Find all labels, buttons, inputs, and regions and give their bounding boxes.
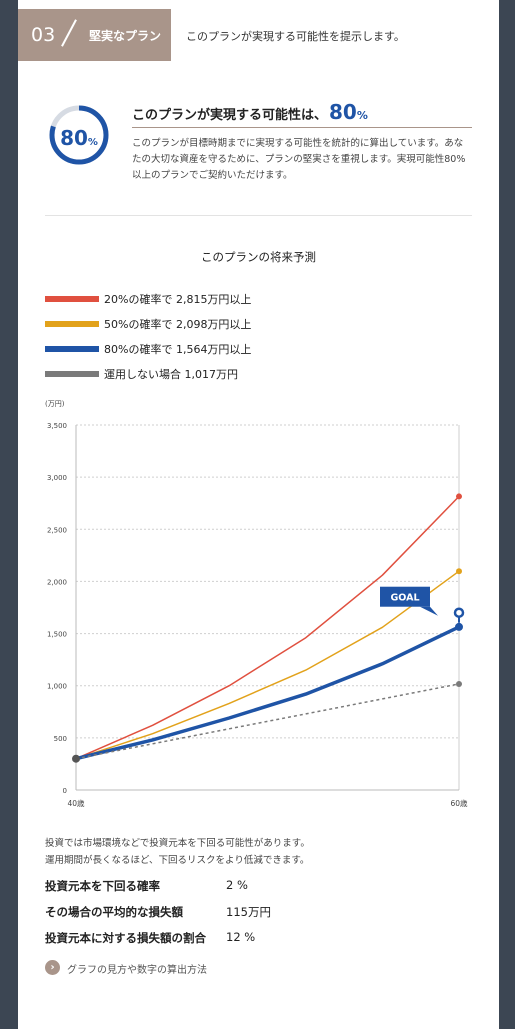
ring-label: 80%	[53, 126, 105, 150]
plan-name: 堅実なプラン	[89, 29, 162, 43]
x-tick-label: 60歳	[450, 798, 468, 808]
legend-label: 運用しない場合 1,017万円	[104, 368, 238, 381]
plan-header-label: 03 堅実なプラン	[18, 9, 171, 61]
y-tick-label: 3,000	[47, 474, 67, 482]
stat-value-loss-probability: 2 %	[226, 878, 248, 892]
stat-label-average-loss: その場合の平均的な損失額	[45, 905, 183, 919]
series-line-1	[75, 570, 460, 760]
forecast-chart: (万円) 0 500 1,000 1,500 2,000 2,500 3,000 3,500 40…	[45, 400, 468, 808]
ring-progress	[49, 105, 109, 165]
stat-value-loss-ratio: 12 %	[226, 930, 256, 944]
legend-label: 50%の確率で 2,098万円以上	[104, 318, 252, 331]
legend-label: 80%の確率で 1,564万円以上	[104, 343, 252, 356]
risk-note-line: 投資では市場環境などで投資元本を下回る可能性があります。	[45, 838, 310, 849]
stat-label-loss-ratio: 投資元本に対する損失額の割合	[45, 931, 206, 945]
y-tick-label: 1,500	[47, 631, 67, 639]
goal-badge	[380, 586, 430, 607]
probability-title-unit: %	[356, 109, 368, 122]
section-divider	[45, 215, 472, 216]
probability-description: このプランが目標時期までに実現する可能性を統計的に算出しています。あなたの大切な…	[132, 138, 466, 181]
y-unit-label: (万円)	[45, 400, 65, 408]
y-tick-label: 500	[54, 735, 67, 743]
goal-marker	[453, 607, 465, 618]
legend-label: 20%の確率で 2,815万円以上	[104, 293, 252, 306]
series-line-2	[75, 625, 460, 761]
plan-card: 03 堅実なプラン このプランが実現する可能性を提示します。 80% このプラン…	[18, 0, 499, 1029]
probability-ring	[49, 105, 109, 165]
ring-unit: %	[87, 137, 98, 148]
y-tick-label: 1,000	[47, 683, 67, 691]
stat-label-loss-probability: 投資元本を下回る確率	[45, 879, 160, 893]
series-end-point-0	[456, 493, 462, 500]
y-tick-label: 2,000	[47, 578, 67, 586]
series-end-point-1	[456, 568, 462, 575]
plan-header: 03 堅実なプラン このプランが実現する可能性を提示します。	[18, 9, 499, 61]
probability-title-value: 80	[329, 100, 357, 124]
x-tick-label: 40歳	[67, 798, 85, 808]
slash-divider	[61, 19, 77, 47]
series-end-point-2	[455, 622, 463, 631]
legend-swatch	[45, 296, 99, 302]
stat-value-average-loss: 115万円	[226, 905, 271, 919]
forecast-title: このプランの将来予測	[201, 250, 316, 264]
plan-description: このプランが実現する可能性を提示します。	[186, 30, 405, 43]
series-line-0	[75, 495, 460, 760]
chevron-right-icon: ›	[45, 960, 60, 975]
legend-swatch	[45, 321, 99, 327]
help-link-label: グラフの見方や数字の算出方法	[67, 965, 207, 976]
y-tick-label: 2,500	[47, 526, 67, 534]
series-end-point-3	[456, 680, 462, 687]
goal-badge-pointer	[420, 606, 438, 616]
probability-title: このプランが実現する可能性は、 80%	[132, 100, 368, 124]
legend-swatch	[45, 371, 99, 377]
legend-swatch	[45, 346, 99, 352]
ring-value: 80	[60, 126, 88, 150]
start-point	[72, 754, 80, 763]
probability-title-prefix: このプランが実現する可能性は、	[132, 108, 328, 123]
title-rule	[132, 127, 472, 128]
plan-number: 03	[31, 24, 56, 46]
series-line-3	[75, 683, 460, 760]
y-tick-label: 3,500	[47, 422, 67, 430]
y-tick-label: 0	[63, 787, 67, 795]
risk-note: 投資では市場環境などで投資元本を下回る可能性があります。 運用期間が長くなるほど…	[45, 835, 475, 869]
goal-label: GOAL	[390, 593, 419, 604]
risk-note-line: 運用期間が長くなるほど、下回るリスクをより低減できます。	[45, 855, 310, 866]
